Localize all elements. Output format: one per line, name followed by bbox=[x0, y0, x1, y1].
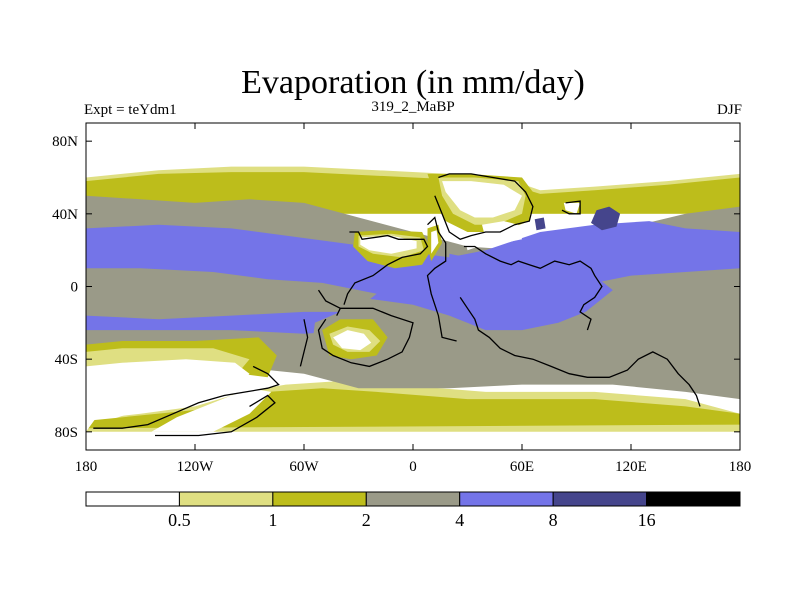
x-axis: 180 120W 60W 0 60E 120E 180 bbox=[75, 123, 752, 475]
field-region-11 bbox=[86, 311, 359, 334]
colorbar-label-5: 16 bbox=[638, 510, 656, 530]
coastline-3 bbox=[434, 173, 534, 241]
field-region-8 bbox=[86, 359, 250, 432]
field-region-18 bbox=[333, 330, 372, 351]
coastline-1 bbox=[317, 307, 414, 368]
x-tick-label-2: 60W bbox=[289, 459, 319, 475]
colorbar-bin-5 bbox=[552, 491, 648, 507]
coastline-7 bbox=[93, 365, 280, 429]
period-label: 319_2_MaBP bbox=[371, 99, 454, 115]
field-region-29 bbox=[563, 202, 581, 214]
coastline-2 bbox=[426, 216, 457, 342]
field-region-10 bbox=[86, 268, 377, 316]
chart-title: Evaporation (in mm/day) bbox=[241, 64, 585, 101]
coastline-5 bbox=[459, 297, 701, 407]
coastlines bbox=[93, 173, 701, 437]
experiment-label: Expt = teYdm1 bbox=[84, 102, 177, 118]
field-region-21 bbox=[360, 235, 417, 254]
evaporation-field bbox=[86, 123, 740, 450]
x-tick-label-4: 60E bbox=[510, 459, 534, 475]
x-tick-label-1: 120W bbox=[177, 459, 215, 475]
colorbar: 0.5 1 2 4 8 16 bbox=[85, 491, 741, 530]
colorbar-bin-0 bbox=[85, 491, 180, 507]
colorbar-label-2: 2 bbox=[362, 510, 371, 530]
x-tick-label-3: 0 bbox=[409, 459, 417, 475]
colorbar-label-3: 4 bbox=[455, 510, 464, 530]
field-region-30 bbox=[151, 388, 272, 432]
colorbar-bin-2 bbox=[272, 491, 367, 507]
season-label: DJF bbox=[717, 102, 742, 118]
y-tick-label-3: 40S bbox=[55, 352, 78, 368]
colorbar-bin-1 bbox=[178, 491, 274, 507]
y-tick-label-0: 80N bbox=[52, 134, 78, 150]
field-region-13 bbox=[591, 206, 621, 231]
x-tick-label-5: 120E bbox=[615, 459, 647, 475]
colorbar-bin-6 bbox=[646, 491, 741, 507]
colorbar-label-0: 0.5 bbox=[168, 510, 191, 530]
field-region-12 bbox=[449, 253, 613, 331]
y-axis: 80N 40N 0 40S 80S bbox=[52, 134, 740, 441]
y-tick-label-1: 40N bbox=[52, 207, 78, 223]
field-region-26 bbox=[442, 181, 522, 218]
coastline-9 bbox=[561, 200, 581, 215]
coastline-8 bbox=[155, 394, 276, 437]
x-tick-label-6: 180 bbox=[729, 459, 752, 475]
colorbar-bin-4 bbox=[459, 491, 554, 507]
coastline-0 bbox=[343, 231, 429, 305]
x-tick-label-0: 180 bbox=[75, 459, 98, 475]
y-tick-label-2: 0 bbox=[71, 280, 79, 296]
colorbar-label-1: 1 bbox=[268, 510, 277, 530]
y-tick-label-4: 80S bbox=[55, 425, 78, 441]
coastline-10 bbox=[317, 289, 341, 309]
colorbar-label-4: 8 bbox=[549, 510, 558, 530]
field-region-23 bbox=[431, 230, 439, 254]
field-region-14 bbox=[534, 217, 546, 231]
coastline-4 bbox=[463, 245, 603, 331]
coastline-6 bbox=[299, 319, 309, 367]
colorbar-bin-3 bbox=[365, 491, 461, 507]
